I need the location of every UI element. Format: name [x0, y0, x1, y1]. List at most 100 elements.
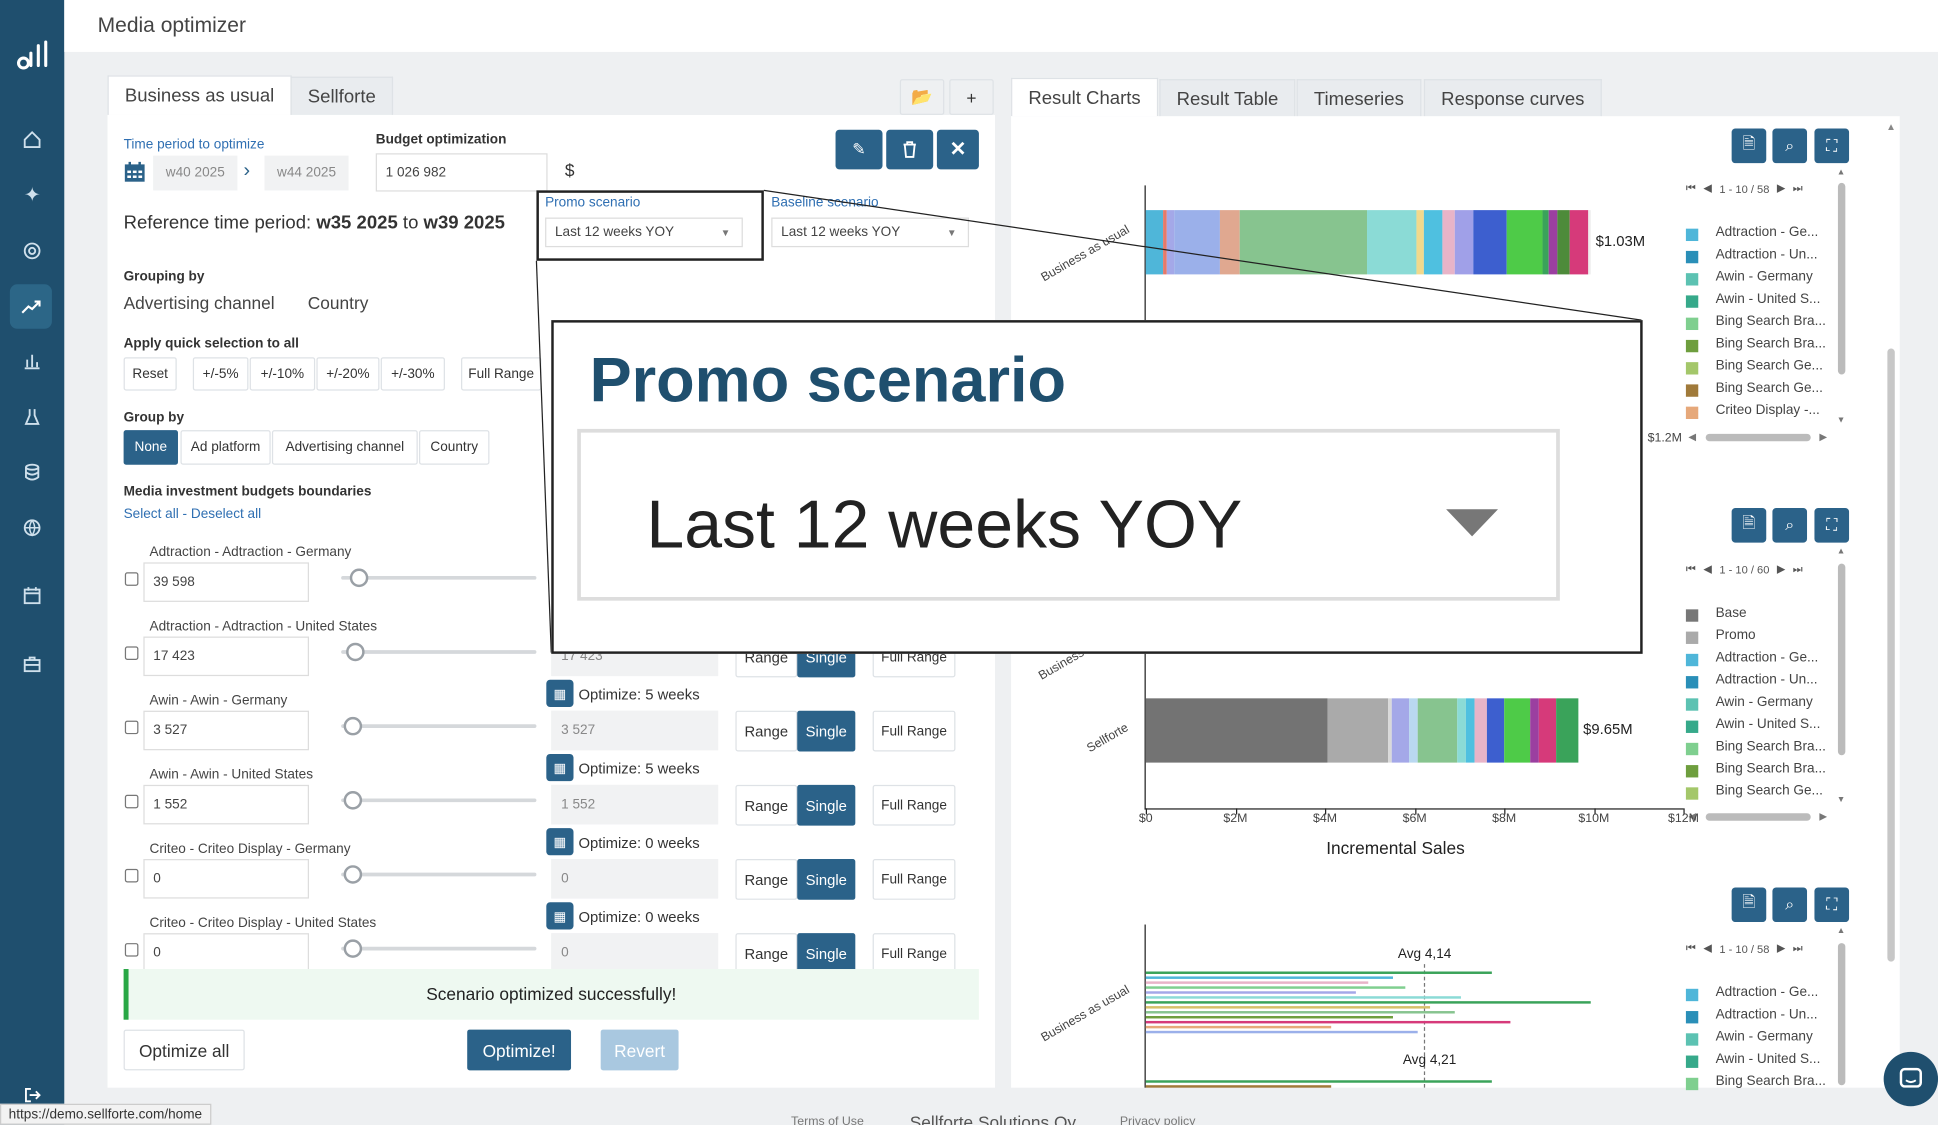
legend-item[interactable]: Bing Search Ge... — [1685, 784, 1823, 800]
target-icon[interactable] — [12, 231, 52, 271]
next-page-icon[interactable]: ▶ — [1776, 181, 1786, 195]
delete-button[interactable] — [886, 129, 934, 170]
logout-icon[interactable] — [12, 1075, 52, 1115]
export-button[interactable]: 🗎 — [1731, 887, 1767, 923]
privacy-link[interactable]: Privacy policy — [1119, 1114, 1196, 1125]
quick-10-button[interactable]: +/-10% — [249, 357, 316, 391]
select-all-link[interactable]: Select all — [123, 506, 179, 522]
legend-scrollbar[interactable] — [1837, 943, 1846, 1086]
legend-item[interactable]: Adtraction - Un... — [1685, 672, 1818, 689]
right-panel-scrollbar[interactable] — [1887, 348, 1895, 962]
baseline-scenario-select[interactable]: Last 12 weeks YOY ▼ — [771, 217, 970, 248]
zoom-button[interactable]: ⌕ — [1772, 887, 1808, 923]
row-opt-value[interactable]: 0 — [551, 859, 719, 899]
legend-item[interactable]: Promo — [1685, 628, 1756, 644]
chat-button[interactable] — [1883, 1051, 1938, 1107]
legend-item[interactable]: Adtraction - Ge... — [1685, 650, 1818, 667]
legend-h-scrollbar[interactable] — [1705, 813, 1811, 821]
legend-item[interactable]: Awin - Germany — [1685, 1030, 1813, 1046]
export-button[interactable]: 🗎 — [1731, 507, 1767, 543]
legend-item[interactable]: Bing Search Bra... — [1685, 1074, 1826, 1091]
row-value-input[interactable]: 39 598 — [143, 562, 309, 602]
terms-link[interactable]: Terms of Use — [791, 1114, 864, 1125]
zoom-button[interactable]: ⌕ — [1772, 507, 1808, 543]
calendar-picker-icon[interactable] — [124, 161, 146, 183]
home-icon[interactable] — [12, 120, 52, 160]
row-checkbox[interactable] — [124, 646, 139, 661]
legend-item[interactable]: Bing Search Bra... — [1685, 739, 1826, 756]
legend-h-scrollbar[interactable] — [1705, 433, 1811, 442]
row-checkbox[interactable] — [124, 943, 139, 957]
last-page-icon[interactable]: ⏭ — [1792, 941, 1803, 955]
globe-icon[interactable] — [12, 508, 52, 548]
full-range-button[interactable]: Full Range — [872, 859, 956, 900]
close-button[interactable]: ✕ — [936, 129, 979, 170]
optimize-all-button[interactable]: Optimize all — [123, 1029, 245, 1071]
trend-icon[interactable] — [9, 284, 52, 329]
legend-item[interactable]: Awin - United S... — [1685, 717, 1820, 733]
revert-button[interactable]: Revert — [600, 1029, 679, 1071]
legend-scroll-down-icon[interactable]: ▼ — [1836, 416, 1846, 426]
group-by-advertising-channel[interactable]: Advertising channel — [271, 430, 418, 465]
range-button[interactable]: Range — [735, 784, 798, 826]
scroll-left-icon[interactable]: ◀ — [1688, 810, 1696, 822]
row-slider-handle[interactable] — [343, 791, 363, 810]
export-button[interactable]: 🗎 — [1731, 128, 1767, 164]
quick-20-button[interactable]: +/-20% — [316, 357, 380, 391]
row-slider-handle[interactable] — [343, 865, 363, 884]
legend-scroll-down-icon[interactable]: ▼ — [1836, 795, 1846, 805]
first-page-icon[interactable]: ⏮ — [1685, 941, 1696, 955]
prev-page-icon[interactable]: ◀ — [1703, 562, 1712, 575]
deselect-all-link[interactable]: Deselect all — [190, 506, 262, 522]
legend-item[interactable]: Bing Search Bra... — [1685, 336, 1826, 353]
single-button[interactable]: Single — [797, 784, 856, 826]
group-by-ad-platform[interactable]: Ad platform — [180, 430, 271, 465]
next-page-icon[interactable]: ▶ — [1776, 562, 1786, 575]
fullscreen-button[interactable]: ⛶ — [1814, 128, 1850, 164]
legend-scroll-up-icon[interactable]: ▲ — [1836, 168, 1846, 177]
edit-button[interactable]: ✎ — [835, 129, 883, 170]
promo-scenario-select[interactable]: Last 12 weeks YOY ▼ — [545, 217, 743, 248]
row-opt-value[interactable]: 0 — [551, 933, 719, 973]
last-page-icon[interactable]: ⏭ — [1792, 181, 1803, 195]
add-scenario-button[interactable]: + — [949, 79, 994, 115]
legend-scroll-up-icon[interactable]: ▲ — [1836, 926, 1846, 936]
flask-icon[interactable] — [12, 397, 52, 437]
row-opt-value[interactable]: 3 527 — [551, 710, 719, 751]
optimize-calendar-icon[interactable]: ▦ — [546, 679, 574, 707]
range-button[interactable]: Range — [735, 710, 798, 752]
row-checkbox[interactable] — [124, 720, 139, 735]
bar-chart-icon[interactable] — [12, 341, 52, 381]
tab-response-curves[interactable]: Response curves — [1423, 79, 1602, 118]
scroll-left-icon[interactable]: ◀ — [1688, 431, 1696, 443]
tab-sellforte[interactable]: Sellforte — [290, 76, 394, 115]
fullscreen-button[interactable]: ⛶ — [1814, 507, 1850, 543]
briefcase-icon[interactable] — [12, 644, 52, 684]
scroll-right-icon[interactable]: ▶ — [1819, 810, 1828, 822]
last-page-icon[interactable]: ⏭ — [1792, 562, 1803, 575]
tab-result-table[interactable]: Result Table — [1159, 79, 1296, 118]
optimize-calendar-icon[interactable]: ▦ — [546, 902, 574, 930]
legend-item[interactable]: Criteo Display -... — [1685, 403, 1820, 420]
legend-item[interactable]: Bing Search Ge... — [1685, 381, 1823, 397]
quick-full-range-button[interactable]: Full Range — [461, 357, 542, 391]
first-page-icon[interactable]: ⏮ — [1685, 181, 1696, 195]
row-checkbox[interactable] — [124, 572, 139, 586]
legend-scrollbar[interactable] — [1837, 563, 1846, 756]
optimize-calendar-icon[interactable]: ▦ — [546, 753, 574, 782]
database-icon[interactable] — [12, 452, 52, 492]
next-page-icon[interactable]: ▶ — [1776, 941, 1786, 955]
tab-result-charts[interactable]: Result Charts — [1011, 77, 1158, 117]
legend-item[interactable]: Awin - United S... — [1685, 292, 1820, 308]
prev-page-icon[interactable]: ◀ — [1703, 941, 1712, 955]
group-by-country[interactable]: Country — [419, 430, 490, 465]
row-slider-handle[interactable] — [343, 716, 363, 736]
reset-button[interactable]: Reset — [123, 357, 177, 391]
row-slider-handle[interactable] — [343, 939, 363, 958]
tab-timeseries[interactable]: Timeseries — [1296, 79, 1422, 118]
row-value-input[interactable]: 0 — [143, 859, 309, 899]
legend-item[interactable]: Awin - Germany — [1685, 695, 1813, 711]
legend-item[interactable]: Adtraction - Un... — [1685, 1007, 1818, 1024]
row-checkbox[interactable] — [124, 868, 139, 883]
row-slider-handle[interactable] — [349, 568, 369, 588]
